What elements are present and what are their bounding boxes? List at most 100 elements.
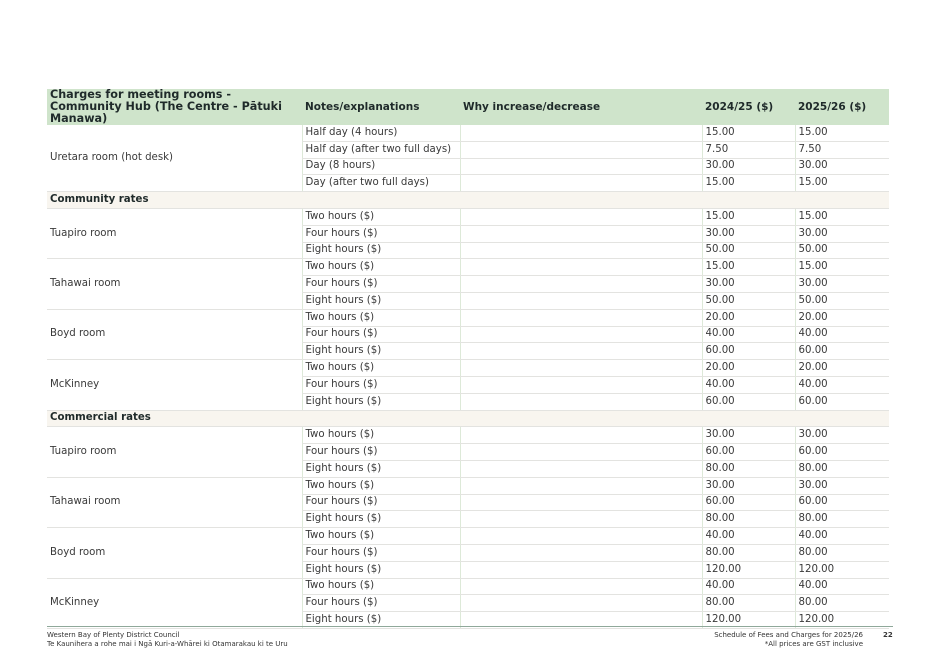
- price-2025-26: 80.00: [794, 544, 889, 562]
- price-2025-26: 15.00: [794, 208, 889, 226]
- note-cell: Eight hours ($): [301, 460, 460, 478]
- price-2025-26: 80.00: [794, 594, 889, 613]
- note-cell: Two hours ($): [301, 578, 460, 596]
- table-row: Four hours ($) 30.00 30.00: [47, 275, 889, 293]
- price-2024-25: 20.00: [701, 309, 795, 327]
- note-cell: Half day (after two full days): [301, 141, 460, 159]
- table-row: Four hours ($) 80.00 80.00: [47, 594, 889, 613]
- table-row: Tuapiro room Two hours ($) 15.00 15.00: [47, 208, 889, 260]
- why-cell: [459, 342, 702, 361]
- price-2025-26: 80.00: [794, 510, 889, 529]
- note-cell: Four hours ($): [301, 544, 460, 562]
- why-cell: [459, 443, 702, 461]
- price-2025-26: 50.00: [794, 242, 889, 260]
- price-2024-25: 40.00: [701, 578, 795, 596]
- why-cell: [459, 510, 702, 529]
- note-cell: Two hours ($): [301, 426, 460, 445]
- note-cell: Four hours ($): [301, 376, 460, 394]
- note-cell: Eight hours ($): [301, 561, 460, 579]
- why-cell: [459, 477, 702, 495]
- price-2024-25: 60.00: [701, 342, 795, 361]
- table-row: Four hours ($) 40.00 40.00: [47, 376, 889, 394]
- room-name: Tuapiro room: [47, 426, 302, 478]
- header-charges: Charges for meeting rooms - Community Hu…: [47, 89, 302, 125]
- price-2025-26: 60.00: [794, 342, 889, 361]
- why-cell: [459, 393, 702, 411]
- note-cell: Four hours ($): [301, 326, 460, 344]
- price-2025-26: 15.00: [794, 258, 889, 277]
- why-cell: [459, 292, 702, 310]
- why-cell: [459, 460, 702, 478]
- price-2024-25: 50.00: [701, 242, 795, 260]
- table-row: Four hours ($) 30.00 30.00: [47, 225, 889, 243]
- price-2025-26: 120.00: [794, 611, 889, 629]
- note-cell: Four hours ($): [301, 494, 460, 512]
- price-2025-26: 30.00: [794, 426, 889, 445]
- price-2024-25: 50.00: [701, 292, 795, 310]
- price-2024-25: 60.00: [701, 443, 795, 461]
- table-row: Half day (after two full days) 7.50 7.50: [47, 141, 889, 159]
- price-2025-26: 60.00: [794, 443, 889, 461]
- table-row: Uretara room (hot desk) Half day (4 hours…: [47, 125, 889, 193]
- table-row: Eight hours ($) 60.00 60.00: [47, 342, 889, 361]
- table-row: McKinney Two hours ($) 20.00 20.00: [47, 359, 889, 411]
- price-2024-25: 15.00: [701, 125, 795, 142]
- note-cell: Day (after two full days): [301, 174, 460, 193]
- section-label: Commercial rates: [47, 410, 889, 428]
- table-row: Tahawai room Two hours ($) 15.00 15.00: [47, 258, 889, 310]
- why-cell: [459, 561, 702, 579]
- price-2024-25: 40.00: [701, 527, 795, 545]
- table-row: Day (8 hours) 30.00 30.00: [47, 158, 889, 176]
- note-cell: Two hours ($): [301, 208, 460, 226]
- note-cell: Two hours ($): [301, 258, 460, 277]
- note-cell: Half day (4 hours): [301, 125, 460, 142]
- why-cell: [459, 141, 702, 159]
- table-row: Eight hours ($) 50.00 50.00: [47, 292, 889, 310]
- price-2024-25: 15.00: [701, 208, 795, 226]
- note-cell: Eight hours ($): [301, 342, 460, 361]
- price-2024-25: 30.00: [701, 225, 795, 243]
- footer-doc-title: Schedule of Fees and Charges for 2025/26: [714, 631, 863, 639]
- page-number: 22: [883, 631, 893, 639]
- room-name: Uretara room (hot desk): [47, 125, 302, 193]
- note-cell: Four hours ($): [301, 275, 460, 293]
- why-cell: [459, 174, 702, 193]
- price-2024-25: 30.00: [701, 426, 795, 445]
- note-cell: Two hours ($): [301, 359, 460, 377]
- header-why: Why increase/decrease: [460, 89, 702, 125]
- price-2025-26: 40.00: [794, 578, 889, 596]
- price-2025-26: 7.50: [794, 141, 889, 159]
- price-2024-25: 120.00: [701, 611, 795, 629]
- price-2024-25: 7.50: [701, 141, 795, 159]
- price-2024-25: 15.00: [701, 174, 795, 193]
- table-row: Eight hours ($) 120.00 120.00: [47, 561, 889, 579]
- room-name: Tuapiro room: [47, 208, 302, 260]
- room-name: Tahawai room: [47, 258, 302, 310]
- why-cell: [459, 125, 702, 142]
- note-cell: Four hours ($): [301, 443, 460, 461]
- note-cell: Eight hours ($): [301, 510, 460, 529]
- price-2024-25: 30.00: [701, 275, 795, 293]
- price-2024-25: 80.00: [701, 544, 795, 562]
- price-2025-26: 15.00: [794, 125, 889, 142]
- why-cell: [459, 275, 702, 293]
- price-2024-25: 80.00: [701, 460, 795, 478]
- why-cell: [459, 494, 702, 512]
- price-2025-26: 30.00: [794, 225, 889, 243]
- table-row: Four hours ($) 60.00 60.00: [47, 494, 889, 512]
- why-cell: [459, 359, 702, 377]
- footer-divider: [47, 626, 893, 627]
- why-cell: [459, 242, 702, 260]
- note-cell: Four hours ($): [301, 594, 460, 613]
- table-header-row: Charges for meeting rooms - Community Hu…: [47, 89, 889, 125]
- why-cell: [459, 376, 702, 394]
- note-cell: Two hours ($): [301, 309, 460, 327]
- table-row: Eight hours ($) 50.00 50.00: [47, 242, 889, 260]
- table-row: Boyd room Two hours ($) 40.00 40.00: [47, 527, 889, 579]
- price-2025-26: 30.00: [794, 477, 889, 495]
- table-row: Four hours ($) 60.00 60.00: [47, 443, 889, 461]
- price-2024-25: 40.00: [701, 326, 795, 344]
- note-cell: Two hours ($): [301, 477, 460, 495]
- table-row: Tuapiro room Two hours ($) 30.00 30.00: [47, 426, 889, 478]
- price-2025-26: 80.00: [794, 460, 889, 478]
